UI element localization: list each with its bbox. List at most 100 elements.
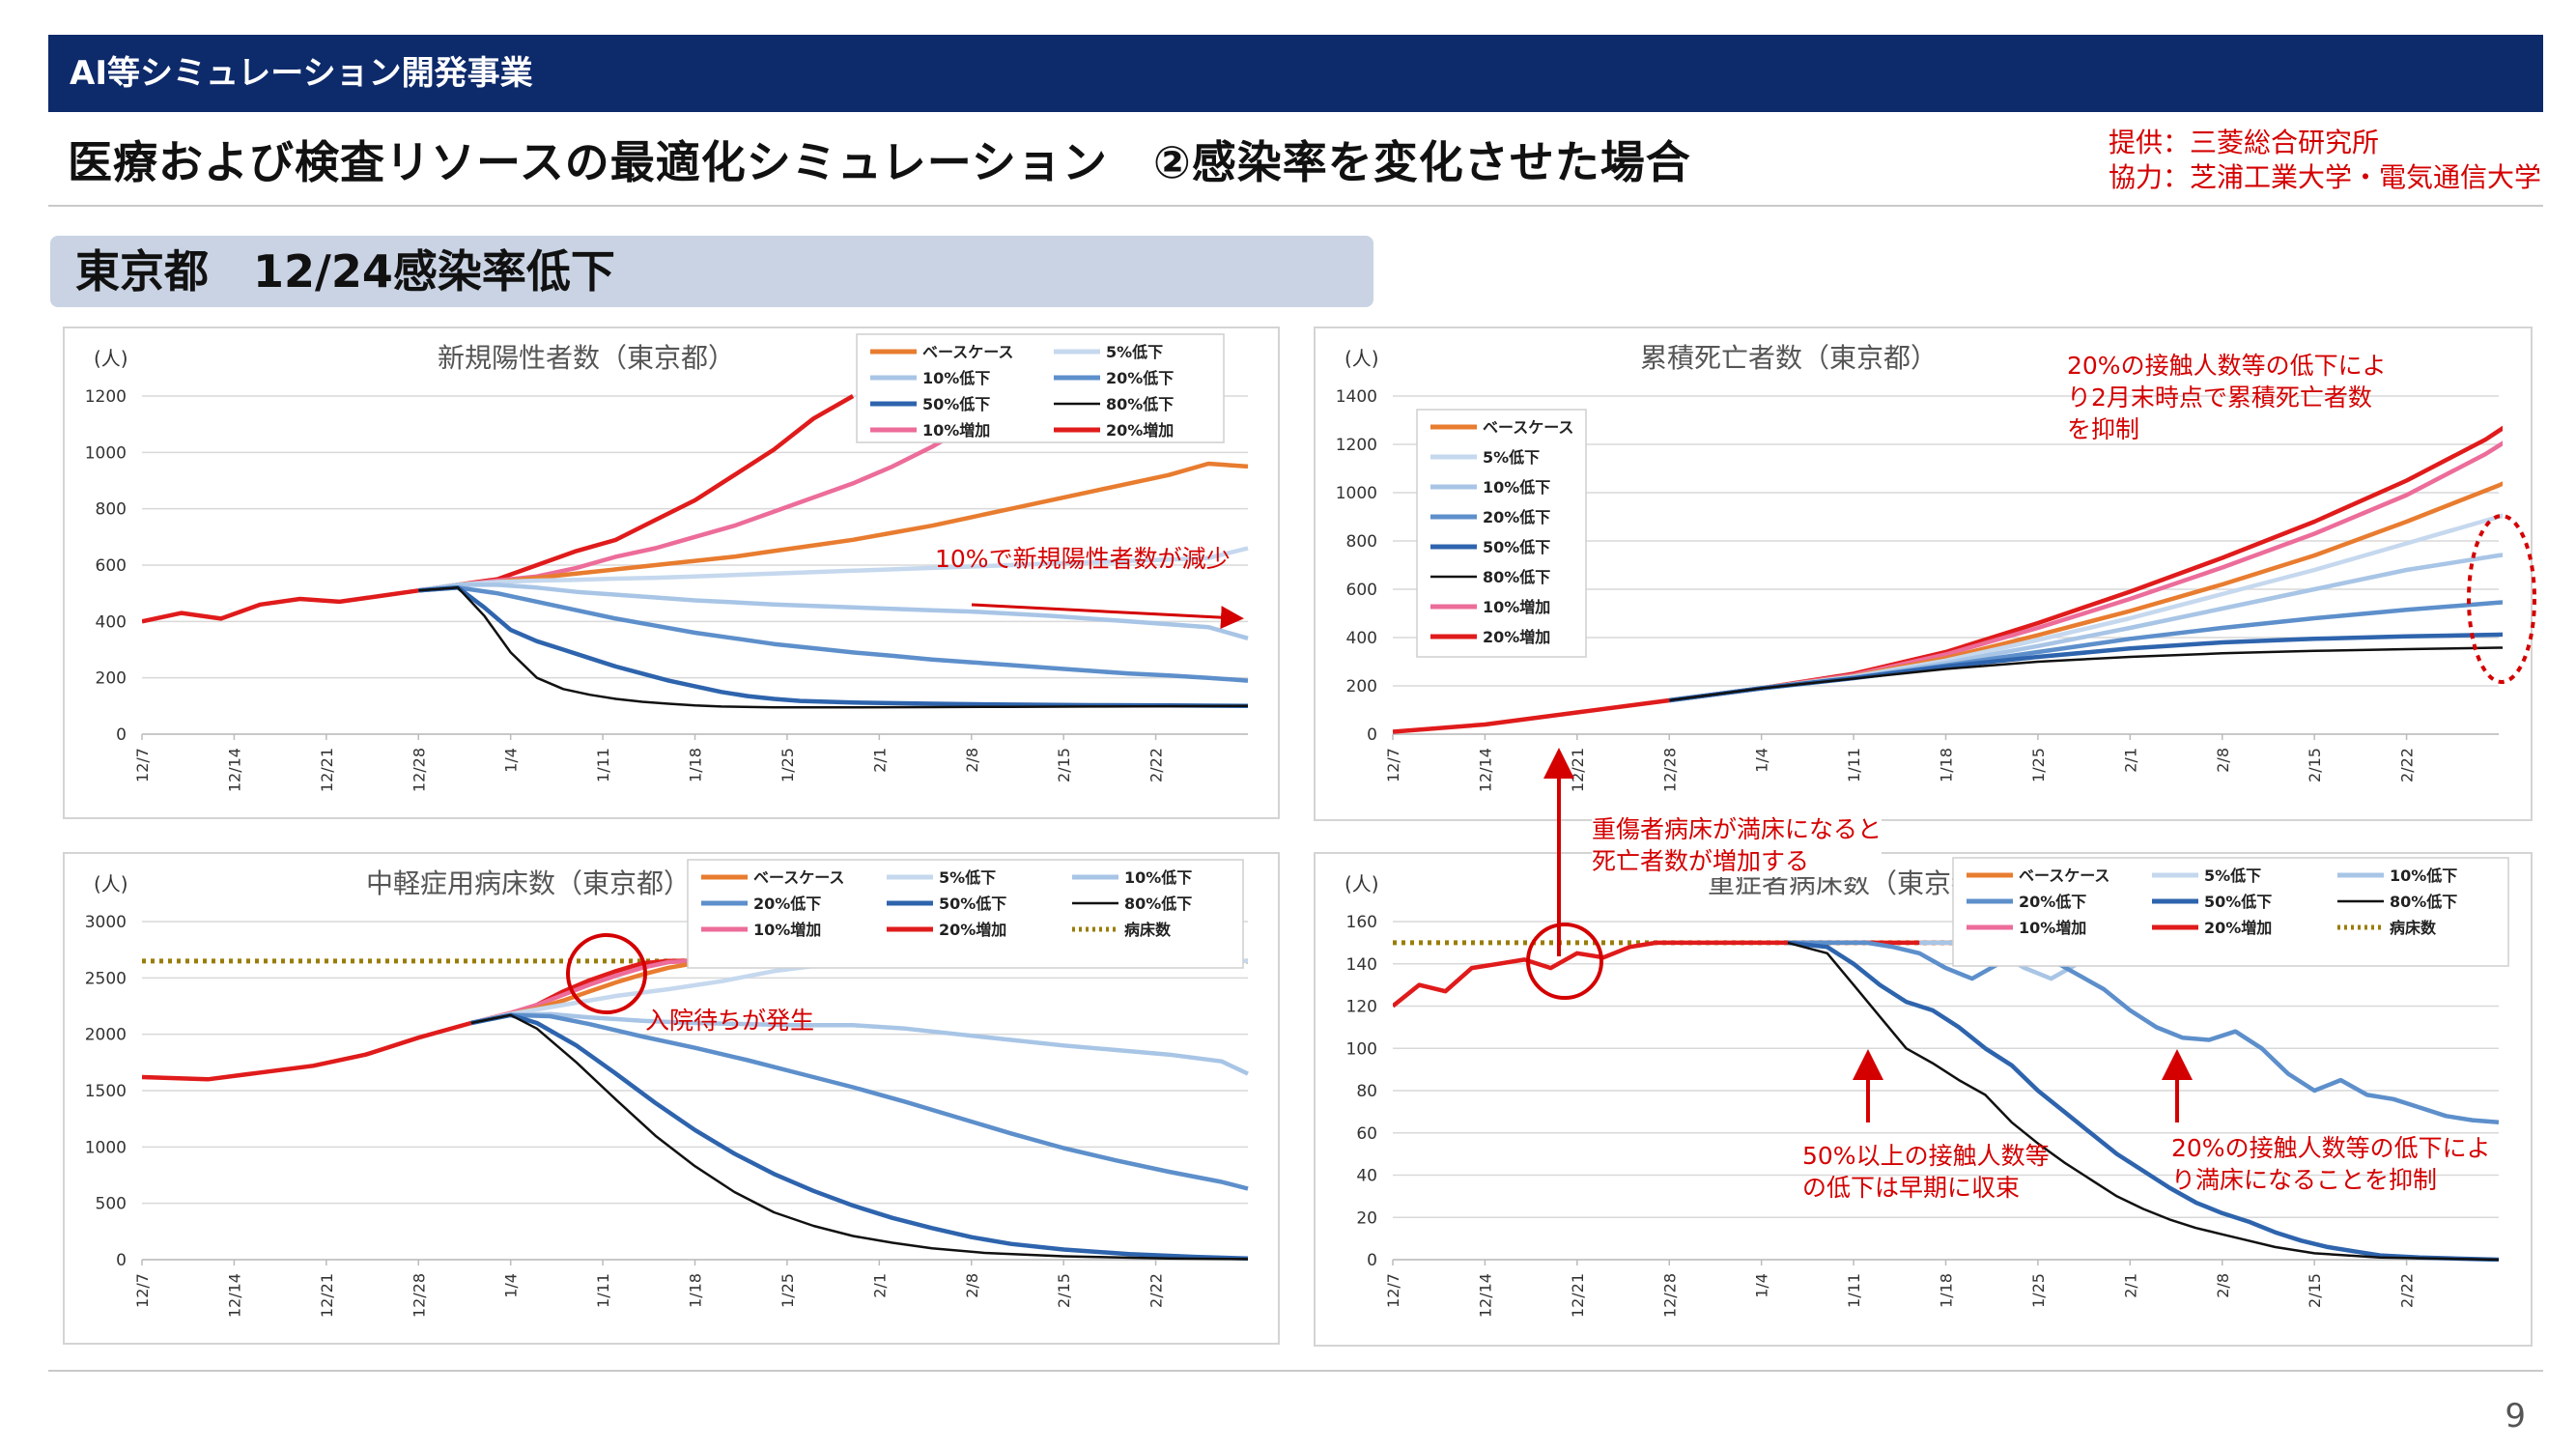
callout-death-suppression: 20%の接触人数等の低下によ り2月末時点で累積死亡者数 を抑制 [2067, 352, 2387, 443]
page-title: 医療および検査リソースの最適化シミュレーション ②感染率を変化させた場合 [68, 136, 1691, 188]
y-tick-label: 40 [1356, 1167, 1377, 1186]
y-tick-label: 1400 [1336, 387, 1377, 407]
series-line-d50 [418, 585, 1249, 709]
y-axis-label: (人) [94, 872, 128, 895]
legend-label-i10: 10%増加 [753, 921, 821, 939]
legend-label-d5: 5%低下 [1483, 448, 1540, 467]
legend-label-d80: 80%低下 [1124, 895, 1192, 913]
x-tick-label: 12/7 [133, 748, 152, 782]
series-line-d80 [470, 1013, 1249, 1261]
legend-label-d10: 10%低下 [922, 369, 990, 387]
x-tick-label: 12/14 [225, 748, 243, 792]
legend-label-d80: 80%低下 [1483, 568, 1550, 586]
x-tick-label: 2/8 [963, 1273, 981, 1298]
chart-severe-beds: 重症者病床数（東京都） (人) 0 20 40 60 80 100 120 140 160 12/7 1… [1314, 852, 2533, 1347]
y-tick-label: 2500 [85, 969, 127, 988]
x-tick-label: 2/15 [2306, 748, 2324, 782]
series-line-d20 [418, 585, 1249, 683]
y-tick-label: 600 [1346, 581, 1377, 600]
y-tick-label: 160 [1346, 913, 1377, 932]
y-tick-label: 100 [1346, 1039, 1377, 1059]
series-group [142, 394, 1249, 709]
legend-label-i20: 20%増加 [1483, 628, 1550, 646]
y-axis-label: (人) [1345, 872, 1379, 895]
y-tick-label: 0 [116, 1251, 127, 1270]
y-tick-label: 200 [1346, 677, 1377, 696]
x-tick-label: 1/18 [687, 748, 705, 782]
legend-label-beds: 病床数 [1124, 921, 1172, 939]
y-tick-label: 1000 [1336, 484, 1377, 503]
x-tick-label: 2/22 [1147, 748, 1166, 782]
chart-svg-cum_deaths: 累積死亡者数（東京都） (人) 0 200 400 600 800 1000 1200 1400 1… [1336, 342, 2503, 792]
legend-label-d50: 50%低下 [939, 895, 1006, 913]
header-bar: AI等シミュレーション開発事業 [48, 35, 2543, 112]
x-tick-label: 1/11 [594, 1273, 612, 1308]
x-tick-label: 2/15 [1055, 1273, 1073, 1308]
legend-label-i20: 20%増加 [939, 921, 1006, 939]
y-tick-label: 400 [1346, 629, 1377, 648]
x-tick-label: 12/21 [1569, 1273, 1587, 1318]
legend-label-base: ベースケース [2019, 867, 2109, 885]
x-tick-label: 1/25 [778, 748, 797, 782]
x-tick-label: 1/4 [1753, 748, 1771, 773]
x-tick-label: 2/15 [1055, 748, 1073, 782]
legend-box [687, 859, 1244, 969]
x-tick-label: 12/21 [1569, 748, 1587, 792]
legend-box [856, 333, 1225, 443]
y-tick-label: 800 [1346, 532, 1377, 552]
x-tick-label: 2/1 [2121, 748, 2139, 773]
chart-title: 累積死亡者数（東京都） [1640, 342, 1938, 374]
y-tick-label: 120 [1346, 998, 1377, 1017]
y-tick-label: 80 [1356, 1082, 1377, 1101]
x-tick-label: 2/1 [870, 1273, 889, 1298]
x-tick-label: 12/28 [410, 1273, 428, 1318]
header-bar-title: AI等シミュレーション開発事業 [70, 54, 533, 93]
callout-early-convergence: 50%以上の接触人数等 の低下は早期に収束 [1802, 1142, 2050, 1202]
page-number: 9 [2505, 1397, 2526, 1435]
x-tick-label: 12/14 [225, 1273, 243, 1318]
chart-svg-mild_beds: 中軽症用病床数（東京都） (人) 0 500 1000 1500 2000 2500 3000 1… [85, 859, 1249, 1318]
y-tick-label: 1000 [85, 443, 127, 463]
x-tick-label: 2/22 [2398, 748, 2417, 782]
series-line-d20 [470, 1012, 1249, 1191]
legend-box [1952, 857, 2509, 967]
x-tick-label: 12/21 [318, 1273, 336, 1318]
x-tick-label: 12/14 [1476, 1273, 1494, 1318]
x-tick-label: 1/25 [2029, 1273, 2048, 1308]
x-tick-label: 1/11 [1845, 1273, 1863, 1308]
legend-label-i20: 20%増加 [2204, 919, 2272, 937]
legend-label-base: ベースケース [753, 868, 844, 887]
series-line-d5 [1669, 513, 2503, 703]
legend-label-i10: 10%増加 [2019, 919, 2086, 937]
y-tick-label: 500 [96, 1195, 127, 1214]
x-tick-label: 12/7 [133, 1273, 152, 1308]
title-divider [48, 205, 2543, 207]
legend-label-i10: 10%増加 [922, 421, 990, 440]
y-tick-label: 2000 [85, 1026, 127, 1045]
x-tick-label: 2/1 [2121, 1273, 2139, 1298]
legend-label-d10: 10%低下 [1124, 868, 1192, 887]
series-line-d5 [417, 546, 1249, 593]
y-tick-label: 600 [96, 556, 127, 576]
x-tick-label: 12/28 [1660, 748, 1679, 792]
legend-label-d50: 50%低下 [922, 395, 990, 413]
x-tick-label: 2/1 [870, 748, 889, 773]
callout-hospital-wait: 入院待ちが発生 [645, 1007, 815, 1035]
x-tick-label: 12/28 [410, 748, 428, 792]
x-tick-label: 12/28 [1660, 1273, 1679, 1318]
section-title: 東京都 12/24感染率低下 [50, 236, 1373, 307]
series-group [142, 958, 1249, 1262]
y-tick-label: 20 [1356, 1208, 1377, 1228]
y-tick-label: 0 [1367, 725, 1377, 745]
footer-divider [48, 1370, 2543, 1372]
x-tick-label: 1/18 [1938, 1273, 1956, 1308]
legend-label-d5: 5%低下 [939, 868, 996, 887]
series-line-i20 [1393, 425, 2503, 734]
legend-label-d50: 50%低下 [2204, 893, 2272, 911]
legend-label-d10: 10%低下 [1483, 478, 1550, 497]
chart-title: 新規陽性者数（東京都） [438, 342, 735, 374]
chart-svg-new_positive: 新規陽性者数（東京都） (人) 0 200 400 600 800 1000 1200 12/7 1… [85, 333, 1249, 792]
legend-label-d20: 20%低下 [1483, 508, 1550, 526]
chart-cumulative-deaths: 累積死亡者数（東京都） (人) 0 200 400 600 800 1000 1200 1400 1… [1314, 327, 2533, 821]
